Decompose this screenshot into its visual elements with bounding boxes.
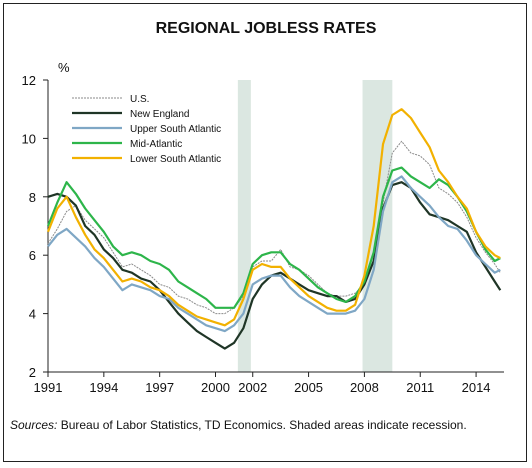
x-tick-label-1997: 1997 xyxy=(145,380,174,395)
y-tick-label-4: 4 xyxy=(29,307,36,322)
chart-frame xyxy=(3,3,527,462)
x-tick-label-1991: 1991 xyxy=(34,380,63,395)
y-tick-label-12: 12 xyxy=(22,73,36,88)
x-tick-label-1994: 1994 xyxy=(89,380,118,395)
x-tick-label-2000: 2000 xyxy=(201,380,230,395)
series-line-lower-south-atlantic xyxy=(46,108,501,327)
series-line-u-s- xyxy=(47,140,501,315)
source-text: Bureau of Labor Statistics, TD Economics… xyxy=(57,418,467,432)
chart-title: REGIONAL JOBLESS RATES xyxy=(155,20,377,37)
legend-label-mid-atlantic: Mid-Atlantic xyxy=(130,139,182,150)
series-line-upper-south-atlantic xyxy=(47,175,501,333)
x-tick-label-2014: 2014 xyxy=(462,380,491,395)
source-label: Sources: xyxy=(10,418,58,432)
legend-label-u-s-: U.S. xyxy=(130,94,149,105)
x-tick-label-2008: 2008 xyxy=(350,380,379,395)
y-tick-label-6: 6 xyxy=(29,248,36,263)
y-tick-label-8: 8 xyxy=(29,190,36,205)
y-axis-unit: % xyxy=(58,60,70,75)
x-tick-label-2011: 2011 xyxy=(406,380,434,395)
legend-label-new-england: New England xyxy=(130,109,189,120)
source-note: Sources: Bureau of Labor Statistics, TD … xyxy=(10,418,520,432)
x-tick-label-2005: 2005 xyxy=(294,380,323,395)
y-tick-label-10: 10 xyxy=(22,131,36,146)
y-tick-label-2: 2 xyxy=(29,365,36,380)
x-tick-label-2002: 2002 xyxy=(238,380,267,395)
legend-label-lower-south-atlantic: Lower South Atlantic xyxy=(130,154,221,165)
series-line-new-england xyxy=(47,181,502,350)
legend-label-upper-south-atlantic: Upper South Atlantic xyxy=(130,124,221,135)
series-line-mid-atlantic xyxy=(46,166,501,309)
